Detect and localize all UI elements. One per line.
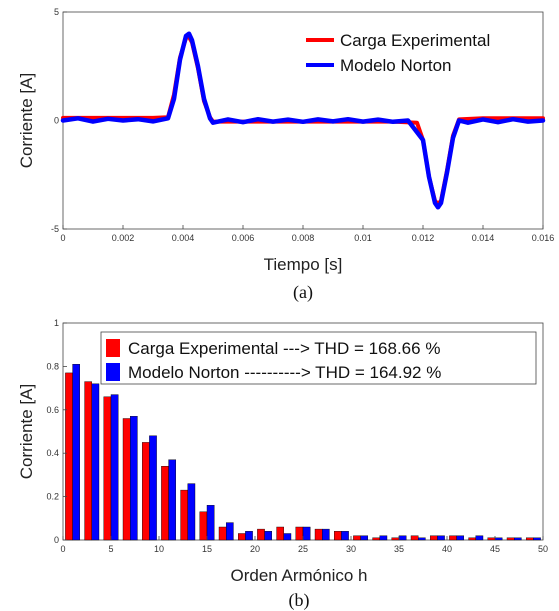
bar-carga-experimental	[276, 526, 285, 541]
y-tick-label-b: 0.8	[46, 361, 59, 371]
bar-carga-experimental	[410, 535, 419, 541]
bar-modelo-norton	[72, 364, 80, 541]
x-tick-label-a: 0.002	[112, 233, 135, 243]
bar-carga-experimental	[180, 489, 189, 541]
bar-carga-experimental	[199, 511, 208, 541]
bar-carga-experimental	[506, 537, 515, 541]
bar-carga-experimental	[65, 372, 73, 541]
x-tick-label-a: 0.004	[172, 233, 195, 243]
bar-modelo-norton	[398, 535, 407, 541]
bar-carga-experimental	[84, 381, 92, 541]
bar-modelo-norton	[129, 416, 138, 541]
x-tick-label-a: 0	[60, 233, 65, 243]
x-tick-label-b: 20	[250, 544, 260, 554]
bar-modelo-norton	[514, 537, 522, 541]
y-axis-label-b: Corriente [A]	[17, 384, 36, 479]
x-tick-label-a: 0.016	[532, 233, 555, 243]
legend-label-a: Carga Experimental	[340, 31, 490, 50]
bar-carga-experimental	[257, 528, 265, 541]
y-tick-label-b: 1	[54, 318, 59, 328]
x-axis-label-a: Tiempo [s]	[264, 255, 343, 274]
bar-carga-experimental	[103, 396, 112, 541]
bar-carga-experimental	[487, 537, 496, 541]
y-tick-label-a: 5	[54, 7, 59, 17]
legend-box-b	[100, 331, 537, 385]
bar-carga-experimental	[391, 537, 400, 541]
bar-modelo-norton	[533, 537, 541, 541]
bar-carga-experimental	[334, 531, 342, 541]
bar-modelo-norton	[379, 535, 388, 541]
x-tick-label-b: 45	[490, 544, 500, 554]
y-axis-label-a: Corriente [A]	[17, 73, 36, 168]
y-tick-label-b: 0.6	[46, 405, 59, 415]
x-tick-label-b: 5	[108, 544, 113, 554]
x-tick-label-b: 40	[442, 544, 452, 554]
bar-modelo-norton	[225, 522, 234, 541]
bar-modelo-norton	[475, 535, 484, 541]
caption-b: (b)	[289, 590, 310, 611]
bar-modelo-norton	[322, 528, 330, 541]
chart-a: 0 0.002 0.004 0.006 0.008 0.01 0.012 0.014 0.016…	[17, 7, 554, 303]
bar-modelo-norton	[110, 394, 119, 541]
y-tick-label-b: 0.2	[46, 492, 59, 502]
bar-modelo-norton	[264, 531, 273, 541]
bar-carga-experimental	[237, 533, 246, 541]
bar-carga-experimental	[449, 535, 457, 541]
x-tick-label-b: 10	[154, 544, 164, 554]
bar-modelo-norton	[494, 537, 503, 541]
x-tick-label-b: 30	[346, 544, 356, 554]
bar-carga-experimental	[218, 526, 227, 541]
x-tick-label-a: 0.006	[232, 233, 255, 243]
x-tick-label-b: 35	[394, 544, 404, 554]
legend-b: Carga Experimental ---> THD = 168.66 % Mo…	[100, 331, 537, 385]
y-tick-label-b: 0.4	[46, 448, 59, 458]
bar-carga-experimental	[430, 535, 438, 541]
bar-modelo-norton	[302, 526, 311, 541]
x-tick-label-a: 0.012	[412, 233, 435, 243]
legend-swatch-b	[106, 339, 120, 357]
legend-label-b: Modelo Norton ----------> THD = 164.92 %	[128, 363, 441, 382]
bar-modelo-norton	[149, 435, 157, 541]
x-tick-label-b: 25	[298, 544, 308, 554]
bar-carga-experimental	[468, 537, 477, 541]
x-tick-label-a: 0.01	[354, 233, 372, 243]
legend-a: Carga Experimental Modelo Norton	[299, 24, 538, 78]
x-tick-label-b: 0	[60, 544, 65, 554]
bar-modelo-norton	[168, 459, 177, 541]
bar-carga-experimental	[122, 418, 131, 541]
x-axis-label-b: Orden Armónico h	[230, 566, 367, 585]
bar-carga-experimental	[295, 526, 304, 541]
bar-modelo-norton	[456, 535, 465, 541]
bar-modelo-norton	[437, 535, 445, 541]
bar-modelo-norton	[341, 531, 349, 541]
y-tick-label-a: -5	[51, 224, 59, 234]
legend-box-a	[299, 24, 538, 78]
x-tick-label-b: 15	[202, 544, 212, 554]
x-tick-label-b: 50	[538, 544, 548, 554]
x-tick-label-a: 0.008	[292, 233, 315, 243]
bar-carga-experimental	[141, 442, 150, 541]
caption-a: (a)	[293, 282, 313, 303]
x-tick-label-a: 0.014	[472, 233, 495, 243]
bar-modelo-norton	[283, 533, 292, 541]
series-line-modelo-norton	[60, 31, 546, 210]
bar-modelo-norton	[91, 383, 100, 541]
y-tick-label-b: 0	[54, 535, 59, 545]
bar-carga-experimental	[372, 537, 381, 541]
legend-swatch-b	[106, 363, 120, 381]
bar-modelo-norton	[206, 505, 215, 541]
bar-modelo-norton	[418, 537, 426, 541]
y-tick-label-a: 0	[54, 116, 59, 126]
bar-carga-experimental	[526, 537, 534, 541]
bar-modelo-norton	[187, 483, 196, 541]
bar-carga-experimental	[161, 466, 169, 541]
legend-label-b: Carga Experimental ---> THD = 168.66 %	[128, 339, 440, 358]
bar-modelo-norton	[360, 535, 369, 541]
chart-b: 0 5 10 15 20 25 30 35 40 45 50 0 0.2 0.4 0.6 0.8 1 Carga …	[17, 318, 548, 611]
bar-carga-experimental	[353, 535, 361, 541]
legend-label-a: Modelo Norton	[340, 56, 452, 75]
bar-carga-experimental	[314, 528, 323, 541]
bar-modelo-norton	[245, 531, 253, 541]
